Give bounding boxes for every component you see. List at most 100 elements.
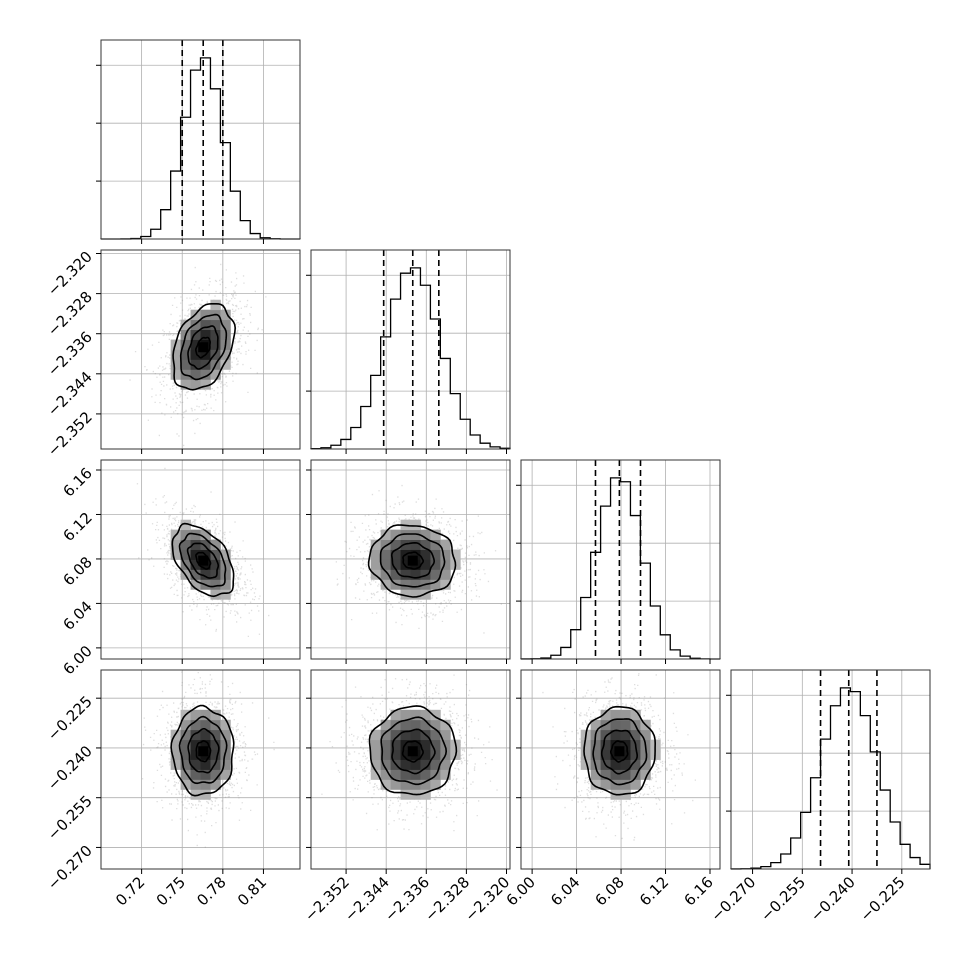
density-cell: [450, 549, 461, 560]
density-cell: [220, 319, 231, 330]
grid-lines: [521, 460, 720, 659]
density-panel-3-1: 6.00 6.04 6.08 6.12 6.16: [59, 459, 301, 678]
density-cell: [420, 549, 431, 560]
density-cell: [370, 739, 382, 750]
density-cell: [180, 529, 191, 540]
density-cell: [440, 549, 451, 560]
density-cell: [600, 749, 611, 760]
density-cell: [430, 709, 441, 721]
density-cell: [430, 549, 441, 560]
density-cell: [390, 569, 401, 580]
density-cell: [210, 299, 221, 311]
density-cell: [610, 709, 621, 721]
histogram-panel-1: [96, 39, 301, 244]
contour-level: [186, 542, 220, 579]
density-cell: [430, 749, 441, 760]
contour-level: [171, 522, 235, 598]
density-cell: [210, 319, 221, 330]
density-cell: [410, 529, 421, 540]
scatter-points: [542, 673, 696, 841]
density-cell: [370, 749, 382, 760]
density-cell: [420, 589, 431, 600]
density-cell: [190, 539, 201, 550]
density-cell: [190, 339, 201, 350]
density-cell: [390, 529, 401, 540]
contour-level: [368, 705, 458, 796]
scatter-points: [129, 263, 267, 447]
density-cell: [220, 549, 231, 560]
density-cell: [200, 329, 211, 340]
density-cell: [180, 359, 191, 370]
density-cell: [640, 769, 651, 780]
density-cell: [370, 759, 382, 770]
density-cell: [200, 769, 211, 780]
contour-level: [592, 718, 648, 786]
density-cell: [590, 719, 601, 731]
contour-level: [600, 729, 639, 775]
density-cell: [430, 569, 441, 580]
density-cell: [380, 549, 391, 560]
density-cell: [410, 569, 421, 580]
contour-level: [195, 740, 212, 763]
density-cell: [420, 719, 431, 731]
density-cell: [180, 749, 191, 760]
density-cell: [190, 569, 201, 580]
density-cell: [190, 329, 201, 340]
density-cell: [440, 719, 451, 731]
density-cell: [430, 729, 441, 741]
density-cell: [400, 569, 411, 580]
density-cell: [210, 579, 221, 590]
x-tick-label: 6.04: [547, 873, 583, 909]
density-cell: [620, 719, 631, 731]
density-cell: [400, 589, 411, 600]
y-tick-label: 6.12: [59, 509, 95, 545]
density-cell: [600, 769, 611, 780]
contour-level: [194, 336, 212, 359]
density-cell: [220, 359, 231, 370]
density-cell: [380, 579, 391, 590]
density-cell: [210, 769, 221, 780]
density-cell: [210, 329, 221, 340]
density-cell: [430, 579, 441, 590]
density-cell: [370, 539, 382, 550]
density-cell: [200, 529, 211, 540]
density-cell: [380, 719, 391, 731]
density-cell: [170, 369, 181, 380]
density-content: [542, 673, 696, 841]
density-cell: [190, 359, 201, 370]
density-cell: [210, 589, 221, 600]
density-cell: [630, 729, 641, 741]
density-cell: [210, 349, 221, 360]
density-peak: [198, 342, 209, 353]
density-cell: [210, 779, 221, 790]
density-cell: [430, 739, 441, 750]
density-cell: [410, 519, 421, 531]
density-content: [321, 674, 498, 832]
density-cell: [190, 759, 201, 770]
density-content: [335, 484, 502, 634]
density-cell: [210, 369, 221, 380]
density-cell: [440, 739, 451, 750]
x-tick-label: 6.00: [503, 873, 539, 909]
density-content: [136, 467, 270, 637]
density-cell: [580, 749, 592, 760]
density-cell: [440, 759, 451, 770]
density-cell: [390, 779, 401, 790]
density-cell: [190, 349, 201, 360]
density-cell: [170, 749, 181, 760]
density-cell: [210, 339, 221, 350]
histogram-steps: [100, 57, 301, 240]
density-cell: [180, 759, 191, 770]
contour-level: [391, 728, 436, 775]
density-cell: [420, 739, 431, 750]
density-cell: [390, 739, 401, 750]
density-cell: [420, 529, 431, 540]
density-content: [141, 671, 275, 848]
density-cell: [400, 729, 411, 741]
density-cell: [170, 349, 181, 360]
histogram-panel-2: [306, 249, 511, 454]
contour-level: [367, 524, 457, 598]
density-cell: [180, 319, 191, 330]
density-cell: [410, 769, 421, 780]
density-cell: [200, 759, 211, 770]
